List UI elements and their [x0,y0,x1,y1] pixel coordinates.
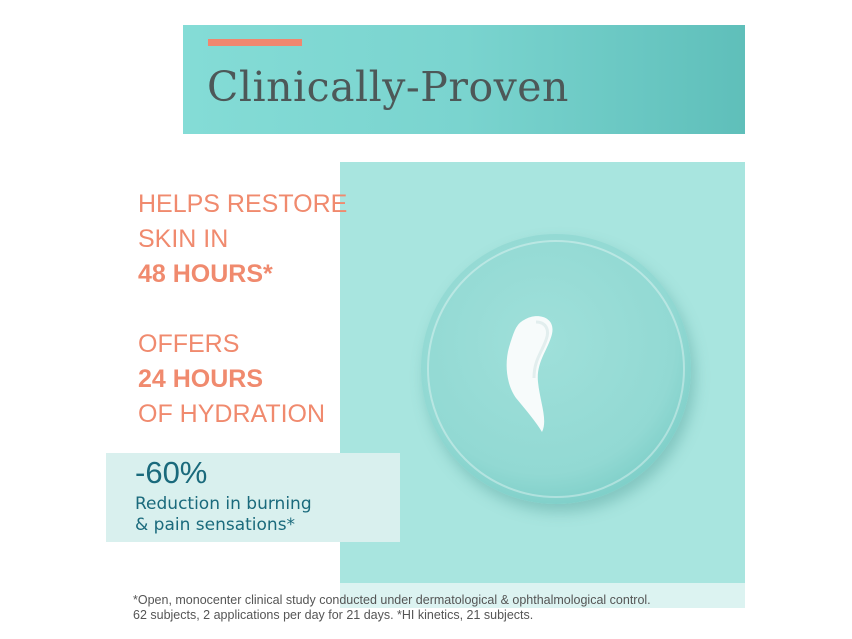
stat-line: & pain sensations* [135,515,296,535]
claim-line: HELPS RESTORE [138,190,348,218]
claim-hydration: OFFERS 24 HOURS OF HYDRATION [138,327,325,432]
claim-highlight: 48 HOURS* [138,260,273,288]
footnote: *Open, monocenter clinical study conduct… [133,593,651,623]
footnote-line: *Open, monocenter clinical study conduct… [133,593,651,607]
header-banner: Clinically-Proven [183,25,745,134]
stat-value: -60% [135,455,208,490]
cream-swatch-image [506,316,553,432]
accent-bar [208,39,302,46]
page-title: Clinically-Proven [207,63,569,111]
stat-box: -60% Reduction in burning & pain sensati… [106,453,400,542]
panel-strip [340,583,745,608]
footnote-line: 62 subjects, 2 applications per day for … [133,608,534,622]
claim-line: SKIN IN [138,225,229,253]
gel-dish-image [421,234,691,504]
claim-restore: HELPS RESTORE SKIN IN 48 HOURS* [138,187,347,292]
stat-line: Reduction in burning [135,494,312,514]
stat-description: Reduction in burning & pain sensations* [135,494,312,536]
claim-highlight: 24 HOURS [138,365,264,393]
dish-rim [427,240,685,498]
claim-line: OFFERS [138,330,240,358]
claim-line: OF HYDRATION [138,400,326,428]
